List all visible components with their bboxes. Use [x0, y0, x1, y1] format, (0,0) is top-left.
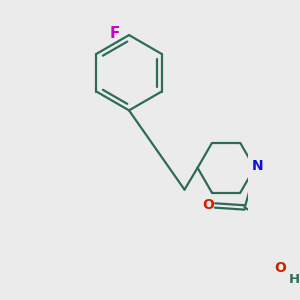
Text: N: N: [252, 159, 264, 173]
Text: H: H: [289, 273, 300, 286]
Text: F: F: [110, 26, 120, 40]
Text: O: O: [274, 261, 286, 275]
Text: O: O: [202, 199, 214, 212]
